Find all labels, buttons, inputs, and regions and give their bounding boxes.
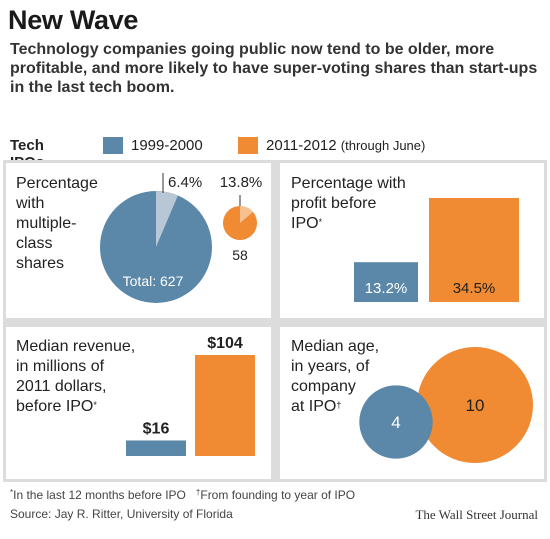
panel-label-line: class [16, 235, 53, 252]
panel-label-line: IPO* [291, 214, 406, 234]
legend-label-main: 2011-2012 [266, 137, 337, 154]
age-circle-2011-2012-label: 10 [466, 396, 485, 415]
age-circle-1999-2000 [359, 385, 433, 459]
age-circle-2011-2012 [417, 347, 533, 463]
panel-label-profit: Percentage with profit before IPO* [291, 174, 406, 234]
panel-label-line: Median revenue, [16, 338, 136, 355]
panel-label-line: with [16, 195, 45, 212]
pie-1999-2000-slice-label: 6.4% [168, 174, 202, 191]
revenue-bar-2011-2012 [195, 355, 255, 456]
profit-bar-2011-2012 [429, 198, 519, 302]
footnote-mark: * [318, 217, 323, 227]
age-circle-chart: 10 4 [359, 347, 533, 463]
panel-label-line: Percentage with [291, 175, 406, 192]
source-note: Source: Jay R. Ritter, University of Flo… [10, 507, 233, 521]
panel-label-shares: Percentage with multiple- class shares [16, 174, 98, 274]
profit-bar-1999-2000-label: 13.2% [365, 280, 408, 297]
panel-revenue: Median revenue, in millions of 2011 doll… [6, 327, 271, 479]
revenue-bar-chart: $16 $104 [126, 335, 255, 456]
panel-label-line: in millions of [16, 358, 105, 375]
revenue-bar-1999-2000-label: $16 [143, 420, 170, 437]
legend-label-2011-2012: 2011-2012 (through June) [266, 137, 425, 154]
panel-label-line: before IPO* [16, 397, 135, 417]
panel-multiple-class-shares: Percentage with multiple- class shares 6… [6, 163, 271, 318]
revenue-bar-2011-2012-label: $104 [207, 335, 243, 352]
footnote-mark: * [10, 488, 14, 497]
panel-grid: Percentage with multiple- class shares 6… [3, 160, 547, 482]
legend-label-sub: (through June) [340, 138, 426, 153]
publication-credit: The Wall Street Journal [415, 507, 538, 522]
legend-swatch-2011-2012 [238, 137, 258, 154]
age-circle-1999-2000-label: 4 [391, 413, 400, 432]
panel-label-line: at IPO† [291, 397, 379, 417]
panel-label-line: in years, of [291, 358, 370, 375]
panel-label-line: 2011 dollars, [16, 378, 107, 395]
panel-label-line: multiple- [16, 215, 77, 232]
panel-label-line: Median age, [291, 338, 380, 355]
pie-1999-2000-multiclass-slice [156, 191, 178, 247]
panel-label-text: before IPO [16, 398, 94, 415]
panel-label-line: profit before [291, 195, 377, 212]
pie-2011-2012-multiclass-slice [240, 205, 253, 223]
footnote-mark: * [93, 400, 97, 410]
footnote-mark: † [195, 488, 201, 497]
profit-bar-2011-2012-label: 34.5% [453, 280, 496, 297]
panel-label-text: at IPO [291, 398, 337, 415]
panel-label-revenue: Median revenue, in millions of 2011 doll… [16, 337, 135, 417]
pie-2011-2012-total-label: 58 [232, 247, 248, 263]
panel-age: Median age, in years, of company at IPO†… [280, 327, 544, 479]
pie-chart: 6.4% Total: 627 13.8% 58 [100, 173, 263, 303]
legend-swatch-1999-2000 [103, 137, 123, 154]
panel-label-line: company [291, 378, 356, 395]
panel-label-line: shares [16, 255, 65, 272]
footnote-mark: † [336, 400, 342, 410]
chart-subtitle: Technology companies going public now te… [10, 41, 538, 96]
panel-label-age: Median age, in years, of company at IPO† [291, 337, 379, 417]
footnotes: *In the last 12 months before IPO †From … [10, 488, 355, 502]
profit-bar-1999-2000 [354, 262, 418, 302]
footnote-2: From founding to year of IPO [200, 488, 356, 502]
pie-1999-2000-total-label: Total: 627 [123, 273, 184, 289]
panel-label-line: Percentage [16, 175, 98, 192]
pie-2011-2012-slice-label: 13.8% [220, 174, 263, 191]
footnote-1: In the last 12 months before IPO [13, 488, 186, 502]
revenue-bar-1999-2000 [126, 440, 186, 456]
chart-title: New Wave [8, 5, 139, 35]
panel-label-text: IPO [291, 215, 319, 232]
profit-bar-chart: 13.2% 34.5% [354, 198, 519, 302]
legend-label-1999-2000: 1999-2000 [131, 137, 203, 154]
panel-profit: Percentage with profit before IPO* 13.2%… [280, 163, 544, 318]
